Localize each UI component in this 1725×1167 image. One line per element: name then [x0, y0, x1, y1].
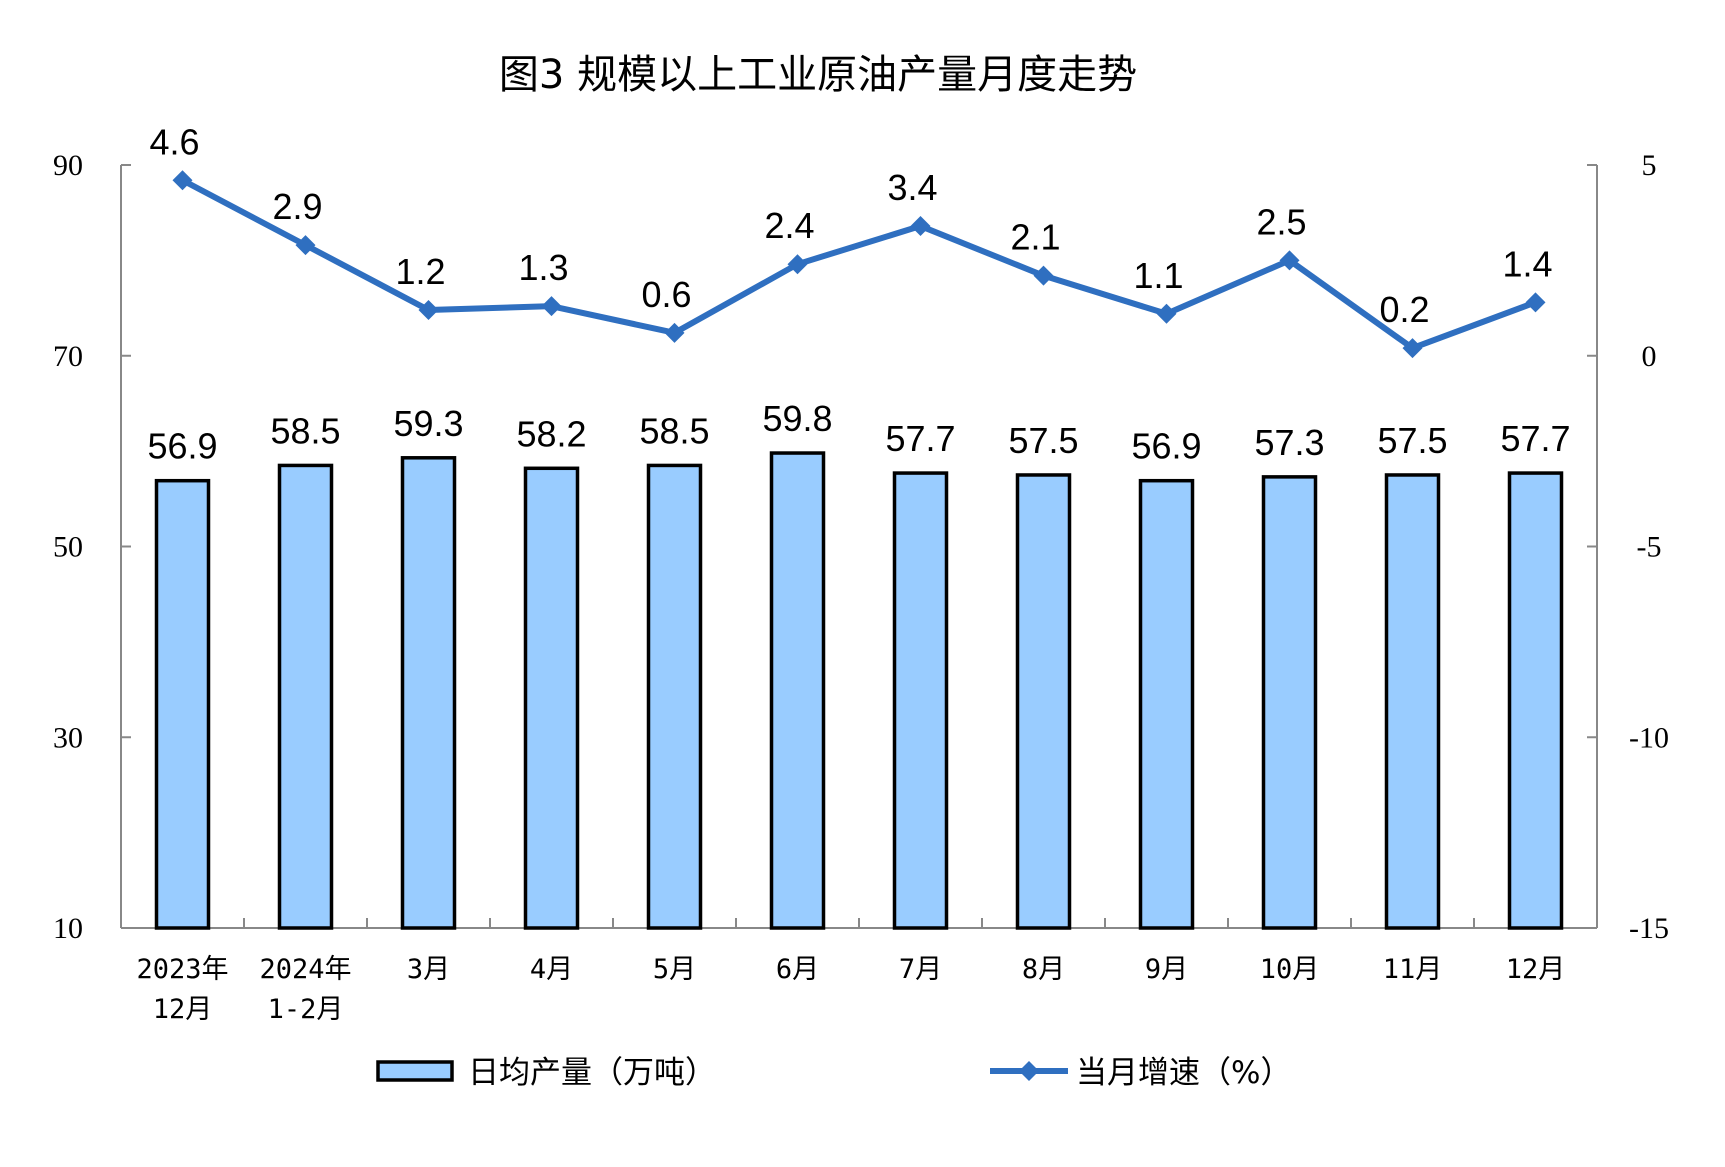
line-marker: [1279, 250, 1300, 271]
line-data-label: 1.3: [518, 247, 568, 288]
line-data-label: 2.4: [764, 205, 814, 246]
line-data-label: 2.5: [1256, 201, 1306, 242]
line-marker: [787, 254, 808, 275]
bar-data-label: 56.9: [1131, 426, 1201, 467]
bar-data-label: 58.5: [270, 410, 340, 451]
bar: [1138, 478, 1195, 930]
right-tick-label: 5: [1642, 149, 1657, 182]
bar-data-label: 58.5: [639, 410, 709, 451]
x-tick-label: 8月: [1022, 954, 1065, 985]
x-tick-label: 10月: [1260, 954, 1320, 985]
x-tick-label: 12月: [153, 994, 213, 1025]
left-tick-label: 30: [53, 721, 83, 754]
x-tick-label: 1-2月: [268, 994, 344, 1025]
right-tick-label: 0: [1642, 340, 1657, 373]
left-tick-label: 90: [53, 149, 83, 182]
line-marker: [1525, 292, 1546, 313]
line-marker: [418, 299, 439, 320]
left-tick-label: 10: [53, 912, 83, 945]
line-data-label: 0.2: [1379, 289, 1429, 330]
x-tick-label: 5月: [653, 954, 696, 985]
bar-data-label: 56.9: [147, 426, 217, 467]
x-tick-label: 2023年: [136, 954, 228, 985]
bar: [277, 463, 334, 930]
right-tick-label: -15: [1629, 912, 1669, 945]
bar-data-label: 59.8: [762, 398, 832, 439]
line-data-label: 3.4: [887, 167, 937, 208]
bar: [154, 478, 211, 930]
bar: [769, 451, 826, 930]
legend-line-marker: [1019, 1061, 1039, 1081]
chart-title: 图3 规模以上工业原油产量月度走势: [499, 52, 1137, 98]
x-tick-label: 2024年: [259, 954, 351, 985]
x-tick-label: 3月: [407, 954, 450, 985]
growth-line: [181, 177, 1537, 352]
bar: [892, 471, 949, 930]
x-tick-label: 7月: [899, 954, 942, 985]
legend-line-label: 当月增速（%）: [1076, 1055, 1291, 1091]
x-tick-label: 9月: [1145, 954, 1188, 985]
bar: [1261, 475, 1318, 930]
x-tick-label: 12月: [1506, 954, 1566, 985]
x-tick-label: 11月: [1383, 954, 1443, 985]
line-marker: [295, 235, 316, 256]
left-tick-label: 70: [53, 340, 83, 373]
bar: [400, 456, 457, 930]
line-data-label: 2.9: [272, 186, 322, 227]
line-data-label: 0.6: [641, 274, 691, 315]
bar-data-label: 57.7: [1500, 418, 1570, 459]
line-data-label: 1.1: [1133, 255, 1183, 296]
line-marker: [1033, 265, 1054, 286]
bar-data-label: 57.7: [885, 418, 955, 459]
line-marker: [541, 296, 562, 317]
line-data-label: 2.1: [1010, 217, 1060, 258]
legend-bar-swatch: [376, 1060, 454, 1082]
line-data-label: 1.2: [395, 251, 445, 292]
x-tick-label: 6月: [776, 954, 819, 985]
bar: [646, 463, 703, 930]
bar: [523, 466, 580, 930]
right-tick-label: -10: [1629, 721, 1669, 754]
bar: [1507, 471, 1564, 930]
bar-data-label: 59.3: [393, 403, 463, 444]
line-data-label: 4.6: [149, 121, 199, 162]
line-marker: [664, 322, 685, 343]
bar: [1015, 473, 1072, 930]
bar-data-label: 58.2: [516, 413, 586, 454]
bar-data-label: 57.3: [1254, 422, 1324, 463]
legend-bar-label: 日均产量（万吨）: [468, 1055, 716, 1091]
line-marker: [1156, 303, 1177, 324]
bar-data-label: 57.5: [1377, 420, 1447, 461]
bar-data-label: 57.5: [1008, 420, 1078, 461]
line-marker: [910, 216, 931, 237]
line-marker: [172, 170, 193, 191]
bar: [1384, 473, 1441, 930]
right-tick-label: -5: [1637, 531, 1662, 564]
line-marker: [1402, 338, 1423, 359]
line-data-label: 1.4: [1502, 243, 1552, 284]
left-tick-label: 50: [53, 531, 83, 564]
x-tick-label: 4月: [530, 954, 573, 985]
